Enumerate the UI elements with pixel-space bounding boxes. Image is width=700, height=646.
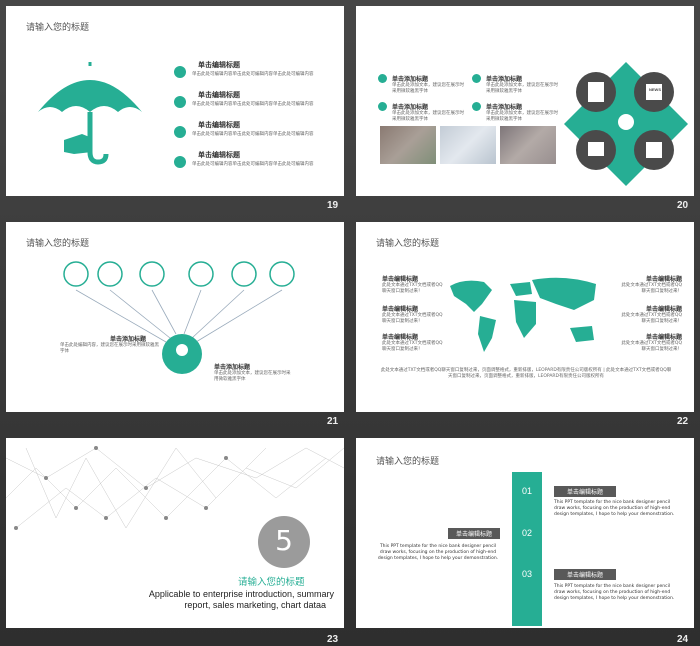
item-text: 单击此处添加文本，建议您在展示时采用微软雅黑字体 — [392, 83, 464, 94]
photo-2 — [440, 126, 496, 164]
gamepad-icon — [174, 126, 186, 138]
step-text: This PPT template for the nice bank desi… — [554, 500, 675, 517]
section-title: 请输入您的标题 — [238, 577, 305, 588]
map-item-heading: 单击编辑标题 — [382, 306, 419, 313]
slide-24[interactable]: 请输入您的标题 01 02 03 单击编辑标题 This PPT templat… — [356, 438, 694, 628]
step-text: This PPT template for the nice bank desi… — [377, 544, 499, 561]
section-number-circle — [258, 516, 310, 568]
slide-number: 24 — [677, 634, 689, 645]
item-text: 单击此处可编辑内容单击此处可编辑内容单击此处可编辑内容 — [192, 72, 314, 77]
item-text: 单击此处添加文本，建议您在展示时采用微软雅黑字体 — [486, 83, 558, 94]
item-heading: 单击编辑标题 — [198, 121, 240, 129]
right-heading: 单击添加标题 — [214, 364, 251, 371]
step-label: 单击编辑标题 — [566, 490, 603, 496]
map-item-text: 此处文本通过TXT文档或者QQ聊天窗口复制过来！ — [621, 283, 682, 294]
news-label: NEWS — [649, 87, 661, 92]
map-item-heading: 单击编辑标题 — [645, 334, 682, 341]
plus-icon — [472, 74, 481, 83]
chat-icon — [174, 156, 186, 168]
step-label-box — [554, 486, 616, 497]
item-text: 单击此处添加文本，建议您在展示时采用微软雅黑字体 — [392, 111, 464, 122]
item-heading: 单击添加标题 — [486, 104, 523, 111]
item-heading: 单击添加标题 — [392, 76, 429, 83]
left-heading: 单击添加标题 — [110, 336, 147, 343]
section-subtitle-1: Applicable to enterprise introduction, s… — [148, 589, 334, 599]
footer-text: 此处文本通过TXT文档或者QQ聊天窗口复制过来，页面调整格式，重新排版，LEOP… — [380, 368, 672, 379]
section-number: 5 — [275, 524, 293, 557]
right-text: 单击此处添加文本，建议您在展示时采用微软雅黑字体 — [214, 371, 291, 382]
slide-title: 请输入您的标题 — [26, 23, 90, 33]
step-label: 单击编辑标题 — [566, 573, 603, 579]
step-number: 01 — [521, 486, 532, 496]
step-label-box — [554, 569, 616, 580]
slide-number: 19 — [327, 200, 339, 211]
plus-icon — [472, 102, 481, 111]
news-diagram — [564, 62, 688, 186]
slide-title: 请输入您的标题 — [26, 239, 90, 249]
plus-icon — [378, 74, 387, 83]
network-pattern — [6, 446, 344, 530]
photo-3 — [500, 126, 556, 164]
item-heading: 单击编辑标题 — [198, 151, 240, 159]
slide-22[interactable]: 请输入您的标题 单击编辑标题 此处文本通过TXT文档或者QQ聊天窗口复制过来！ … — [356, 222, 694, 412]
photo-1 — [380, 126, 436, 164]
slide-number: 23 — [327, 634, 339, 645]
slide-number: 20 — [677, 200, 689, 211]
item-text: 单击此处可编辑内容单击此处可编辑内容单击此处可编辑内容 — [192, 102, 314, 107]
map-item-heading: 单击编辑标题 — [382, 276, 419, 283]
item-heading: 单击编辑标题 — [198, 61, 240, 69]
water-drop-icon — [174, 66, 186, 78]
cup-icon — [174, 96, 186, 108]
map-item-text: 此处文本通过TXT文档或者QQ聊天窗口复制过来！ — [621, 341, 682, 352]
item-heading: 单击添加标题 — [486, 76, 523, 83]
slide-23[interactable]: 5 请输入您的标题 Applicable to enterprise intro… — [6, 438, 344, 628]
slide-21[interactable]: 请输入您的标题 单击添加标题 单击此处编辑内容，建议您在展示时采用微软雅黑字体 … — [6, 222, 344, 412]
item-heading: 单击添加标题 — [392, 104, 429, 111]
section-subtitle-2: report, sales marketing, chart dataa — [184, 600, 326, 610]
connector-lines — [63, 261, 295, 374]
slide-title: 请输入您的标题 — [376, 457, 440, 467]
map-item-text: 此处文本通过TXT文档或者QQ聊天窗口复制过来！ — [621, 313, 682, 324]
slide-number: 21 — [327, 416, 339, 427]
step-number: 02 — [521, 528, 532, 538]
step-text: This PPT template for the nice bank desi… — [554, 584, 675, 601]
map-item-text: 此处文本通过TXT文档或者QQ聊天窗口复制过来！ — [382, 341, 443, 352]
slide-19[interactable]: 请输入您的标题 单击编辑标题 单击此处可编辑内容单击此处可编辑内容单击此处可编辑… — [6, 6, 344, 196]
item-text: 单击此处可编辑内容单击此处可编辑内容单击此处可编辑内容 — [192, 132, 314, 137]
step-label: 单击编辑标题 — [455, 532, 492, 538]
umbrella-icon — [38, 62, 142, 165]
world-map — [450, 277, 596, 352]
step-label-box — [448, 528, 500, 539]
plus-icon — [378, 102, 387, 111]
step-number: 03 — [521, 569, 532, 579]
map-item-text: 此处文本通过TXT文档或者QQ聊天窗口复制过来！ — [382, 313, 443, 324]
timeline-bar — [512, 472, 542, 626]
item-text: 单击此处添加文本，建议您在展示时采用微软雅黑字体 — [486, 111, 558, 122]
slide-number: 22 — [677, 416, 689, 427]
slide-title: 请输入您的标题 — [376, 239, 440, 249]
slide-20[interactable]: 单击添加标题 单击此处添加文本，建议您在展示时采用微软雅黑字体 单击添加标题 单… — [356, 6, 694, 196]
map-item-heading: 单击编辑标题 — [382, 334, 419, 341]
map-item-text: 此处文本通过TXT文档或者QQ聊天窗口复制过来！ — [382, 283, 443, 294]
item-heading: 单击编辑标题 — [198, 91, 240, 99]
map-item-heading: 单击编辑标题 — [645, 276, 682, 283]
map-item-heading: 单击编辑标题 — [645, 306, 682, 313]
left-text: 单击此处编辑内容，建议您在展示时采用微软雅黑字体 — [60, 343, 159, 354]
item-text: 单击此处可编辑内容单击此处可编辑内容单击此处可编辑内容 — [192, 162, 314, 167]
